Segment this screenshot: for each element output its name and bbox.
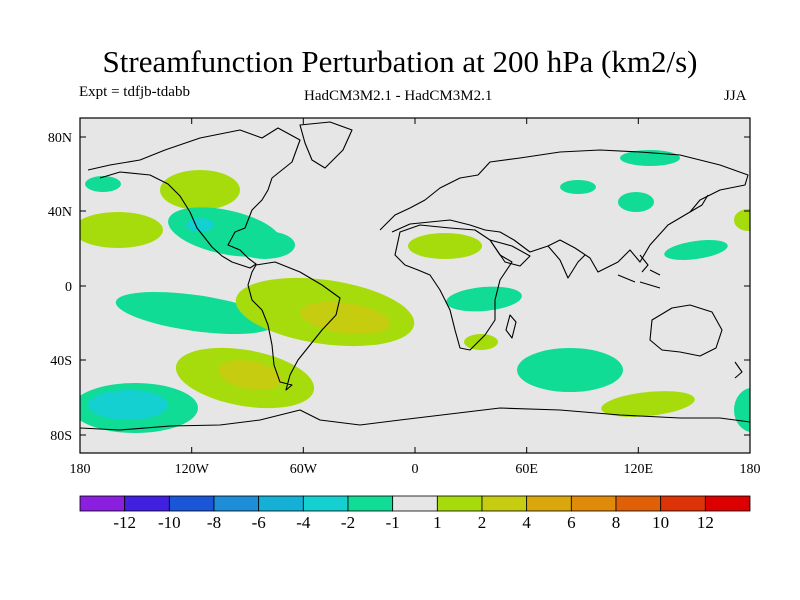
lon-labels: 180 120W 60W 0 60E 120E 180 bbox=[70, 462, 761, 477]
colorbar-swatch bbox=[79, 495, 126, 512]
colorbar-label: -1 bbox=[386, 513, 400, 532]
colorbar bbox=[79, 495, 751, 512]
colorbar-swatch bbox=[526, 495, 572, 512]
coast-southeast-asia-islands bbox=[617, 254, 661, 289]
coast-madagascar bbox=[505, 314, 517, 339]
lat-label-40n: 40N bbox=[48, 205, 72, 220]
lat-ticks bbox=[80, 136, 750, 436]
colorbar-swatch bbox=[615, 495, 662, 512]
lon-label-180w: 180 bbox=[70, 462, 91, 477]
coast-europe-asia bbox=[379, 149, 749, 273]
colorbar-swatch bbox=[258, 495, 304, 512]
anomaly-neg-north-pacific bbox=[85, 176, 121, 192]
experiment-label: Expt = tdfjb-tdabb bbox=[79, 84, 190, 100]
colorbar-label: -8 bbox=[207, 513, 221, 532]
anomaly-pos-east-pacific bbox=[80, 212, 163, 248]
anomaly-neg-east-asia bbox=[618, 192, 654, 212]
colorbar-swatch bbox=[392, 495, 438, 512]
colorbar-label: -2 bbox=[341, 513, 355, 532]
lon-label-120e: 120E bbox=[624, 462, 654, 477]
colorbar-swatch bbox=[347, 495, 394, 512]
colorbar-label: 12 bbox=[697, 513, 714, 532]
colorbar-label: 6 bbox=[567, 513, 576, 532]
colorbar-swatch bbox=[704, 495, 751, 512]
colorbar-label: 1 bbox=[433, 513, 442, 532]
colorbar-swatch bbox=[302, 495, 349, 512]
coastlines bbox=[80, 121, 750, 431]
colorbar-swatch bbox=[481, 495, 528, 512]
lon-label-180e: 180 bbox=[740, 462, 761, 477]
anomaly-neg-south-pacific-dateline bbox=[734, 388, 750, 432]
colorbar-label: -12 bbox=[113, 513, 136, 532]
colorbar-label: 10 bbox=[652, 513, 669, 532]
coast-japan bbox=[689, 194, 709, 213]
anomaly-neg-central-asia bbox=[560, 180, 596, 194]
coast-africa bbox=[394, 224, 513, 351]
anomaly-pos-north-africa bbox=[408, 233, 482, 259]
lat-label-80s: 80S bbox=[50, 429, 72, 444]
colorbar-label: 2 bbox=[478, 513, 487, 532]
lon-label-60w: 60W bbox=[290, 462, 318, 477]
coast-arabia-india bbox=[489, 239, 586, 279]
colorbar-swatch bbox=[213, 495, 260, 512]
models-label: HadCM3M2.1 - HadCM3M2.1 bbox=[304, 88, 493, 104]
coast-south-america bbox=[247, 261, 341, 391]
coast-north-america bbox=[87, 127, 301, 269]
anomaly-pos-west-north-pacific bbox=[734, 209, 750, 231]
anomaly-neg-southern-indian-ocean bbox=[517, 348, 623, 392]
coast-australia bbox=[649, 304, 723, 357]
anomaly-neg-west-atlantic bbox=[235, 231, 295, 259]
page-title: Streamfunction Perturbation at 200 hPa (… bbox=[102, 44, 698, 79]
anomaly-neg-tropical-east-pacific bbox=[115, 291, 275, 335]
anomaly-pos-southeast-pacific-core bbox=[218, 360, 282, 390]
coast-antarctica bbox=[80, 407, 750, 431]
lat-labels: 80N 40N 0 40S 80S bbox=[48, 131, 72, 444]
colorbar-label: 8 bbox=[612, 513, 621, 532]
lat-label-0: 0 bbox=[65, 280, 72, 295]
anomaly-pos-north-pacific bbox=[160, 170, 240, 210]
colorbar-swatch bbox=[660, 495, 706, 512]
anomaly-pos-south-of-australia bbox=[601, 391, 695, 417]
anomaly-neg-east-africa bbox=[446, 286, 522, 312]
lat-label-40s: 40S bbox=[50, 354, 72, 369]
colorbar-swatch bbox=[570, 495, 617, 512]
colorbar-label: -4 bbox=[296, 513, 311, 532]
coast-greenland bbox=[299, 121, 353, 169]
contour-fills bbox=[80, 150, 750, 433]
colorbar-label: 4 bbox=[522, 513, 531, 532]
colorbar-label: -6 bbox=[252, 513, 266, 532]
lon-ticks bbox=[191, 118, 639, 453]
anomaly-pos-south-america-core bbox=[300, 301, 390, 335]
colorbar-swatch bbox=[124, 495, 170, 512]
coast-new-zealand bbox=[734, 361, 743, 379]
colorbar-labels: -12 -10 -8 -6 -4 -2 -1 1 2 4 6 8 10 12 bbox=[113, 513, 714, 532]
anomaly-neg-central-america-core bbox=[186, 218, 214, 232]
anomaly-neg-west-pacific bbox=[664, 240, 728, 260]
colorbar-swatch bbox=[436, 495, 483, 512]
colorbar-label: -10 bbox=[158, 513, 181, 532]
anomaly-neg-south-pacific-core bbox=[88, 390, 168, 420]
lon-label-60e: 60E bbox=[515, 462, 538, 477]
lon-label-0: 0 bbox=[412, 462, 419, 477]
anomaly-pos-southern-africa bbox=[464, 334, 498, 350]
lon-label-120w: 120W bbox=[175, 462, 210, 477]
season-label: JJA bbox=[724, 88, 747, 104]
colorbar-swatch bbox=[168, 495, 215, 512]
lat-label-80n: 80N bbox=[48, 131, 72, 146]
